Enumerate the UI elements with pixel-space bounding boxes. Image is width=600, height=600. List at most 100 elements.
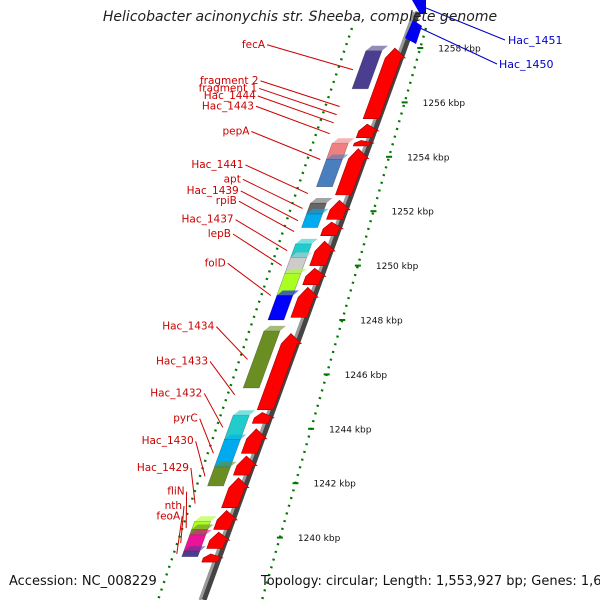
overflow-gene-label-2[interactable]: Hac_1450 bbox=[499, 58, 554, 71]
axis-tick-label: 1258 kbp bbox=[438, 45, 481, 55]
reverse-gene-block-top bbox=[191, 524, 214, 530]
feature-label[interactable]: Hac_1429 bbox=[137, 462, 189, 474]
label-leader-line bbox=[259, 87, 337, 116]
reverse-gene-block-top bbox=[284, 268, 307, 274]
feature-label[interactable]: fragment 1 bbox=[199, 82, 258, 94]
label-leader-line bbox=[251, 131, 321, 160]
forward-gene-arrow[interactable] bbox=[309, 240, 336, 266]
feature-label[interactable]: rpiB bbox=[216, 195, 237, 207]
forward-gene-arrow[interactable] bbox=[213, 509, 238, 530]
feature-label[interactable]: Hac_1433 bbox=[156, 355, 208, 367]
reverse-gene-block-top bbox=[214, 461, 237, 467]
feature-label[interactable]: pepA bbox=[222, 126, 250, 138]
label-leader-line bbox=[266, 44, 354, 71]
label-leader-line bbox=[232, 233, 282, 267]
outer-tick-track bbox=[156, 27, 354, 600]
forward-gene-arrow[interactable] bbox=[302, 267, 327, 285]
overflow-gene-arrow bbox=[412, 0, 426, 14]
forward-gene-arrow[interactable] bbox=[335, 148, 370, 196]
label-leader-line bbox=[227, 262, 272, 296]
forward-gene-arrow[interactable] bbox=[221, 477, 250, 508]
label-leader-line bbox=[199, 418, 214, 454]
feature-label[interactable]: fliN bbox=[167, 486, 184, 498]
axis-tick-label: 1256 kbp bbox=[423, 99, 466, 109]
inner-tick-track bbox=[260, 27, 428, 600]
feature-label[interactable]: Hac_1432 bbox=[150, 387, 202, 399]
reverse-gene-block-top bbox=[332, 138, 355, 144]
label-leader-line bbox=[245, 164, 309, 194]
forward-gene-arrow[interactable] bbox=[206, 531, 231, 549]
overflow-gene-label-1[interactable]: Hac_1451 bbox=[508, 34, 563, 47]
reverse-gene-block-top bbox=[290, 252, 313, 258]
label-leader-line bbox=[240, 190, 299, 222]
forward-gene-arrow[interactable] bbox=[251, 412, 275, 424]
label-leader-line bbox=[242, 178, 303, 209]
label-leader-line bbox=[195, 441, 206, 477]
axis-tick-label: 1242 kbp bbox=[313, 480, 356, 490]
axis-tick-label: 1240 kbp bbox=[298, 534, 341, 544]
forward-gene-arrow[interactable] bbox=[326, 199, 351, 220]
map-title: Helicobacter acinonychis str. Sheeba, co… bbox=[102, 9, 498, 25]
forward-gene-arrow[interactable] bbox=[240, 428, 268, 454]
reverse-gene-block-top bbox=[233, 410, 256, 416]
reverse-gene-block-top bbox=[276, 290, 299, 296]
feature-label[interactable]: apt bbox=[224, 173, 241, 185]
overflow-leader-2 bbox=[419, 27, 498, 65]
topology-text: Topology: circular; Length: 1,553,927 bp… bbox=[261, 574, 600, 589]
forward-gene-arrow[interactable] bbox=[352, 140, 375, 147]
forward-gene-arrow[interactable] bbox=[355, 123, 380, 139]
feature-label[interactable]: Hac_1443 bbox=[202, 100, 254, 112]
forward-gene-arrow[interactable] bbox=[320, 221, 345, 236]
feature-label[interactable]: Hac_1437 bbox=[181, 214, 233, 226]
reverse-gene-block[interactable] bbox=[301, 213, 323, 228]
axis-tick-label: 1244 kbp bbox=[329, 425, 372, 435]
label-leader-line bbox=[190, 467, 196, 504]
reverse-gene-block-top bbox=[263, 325, 286, 331]
axis-tick-label: 1248 kbp bbox=[360, 317, 403, 327]
forward-gene-arrow[interactable] bbox=[201, 553, 224, 563]
label-leader-line bbox=[238, 200, 295, 233]
feature-label[interactable]: nth bbox=[165, 500, 182, 512]
forward-gene-arrow[interactable] bbox=[256, 333, 303, 411]
forward-gene-arrow[interactable] bbox=[233, 455, 258, 476]
axis-tick-label: 1246 kbp bbox=[345, 371, 388, 381]
reverse-gene-block[interactable] bbox=[315, 159, 343, 188]
label-leader-line bbox=[203, 393, 224, 428]
label-leader-line bbox=[209, 361, 236, 396]
reverse-gene-block-top bbox=[306, 208, 329, 214]
label-leader-line bbox=[255, 105, 330, 135]
feature-label[interactable]: folD bbox=[205, 257, 226, 269]
reverse-strand-genes bbox=[181, 45, 388, 557]
label-leader-line bbox=[215, 326, 248, 360]
label-leader-line bbox=[235, 219, 288, 252]
forward-strand-genes bbox=[201, 47, 407, 563]
feature-label[interactable]: lepB bbox=[208, 228, 231, 240]
reverse-gene-block[interactable] bbox=[207, 466, 231, 487]
feature-label[interactable]: pyrC bbox=[173, 413, 198, 425]
label-leader-line bbox=[176, 516, 183, 554]
axis-tick-label: 1250 kbp bbox=[376, 262, 419, 272]
feature-label[interactable]: fragment 2 bbox=[200, 75, 259, 87]
reverse-gene-block-top bbox=[326, 154, 349, 160]
overflow-gene-arrow-2 bbox=[405, 20, 422, 44]
feature-label[interactable]: Hac_1441 bbox=[191, 159, 243, 171]
reverse-gene-block-top bbox=[295, 238, 318, 244]
reverse-gene-block[interactable] bbox=[267, 295, 294, 321]
axis-tick-label: 1254 kbp bbox=[407, 153, 450, 163]
reverse-gene-block-top bbox=[365, 45, 388, 51]
overflow-leader-1 bbox=[425, 7, 506, 41]
forward-gene-arrow[interactable] bbox=[290, 286, 319, 318]
reverse-gene-block-top bbox=[189, 529, 212, 535]
reverse-gene-block-top bbox=[194, 516, 217, 522]
feature-label[interactable]: Hac_1434 bbox=[162, 321, 214, 333]
feature-label[interactable]: Hac_1430 bbox=[142, 435, 194, 447]
feature-label[interactable]: Hac_1439 bbox=[187, 185, 239, 197]
reverse-gene-block[interactable] bbox=[181, 550, 201, 557]
forward-gene-arrow[interactable] bbox=[362, 47, 407, 120]
feature-label[interactable]: feoA bbox=[156, 510, 181, 522]
label-leader-line bbox=[180, 505, 185, 544]
feature-label[interactable]: fecA bbox=[242, 39, 266, 51]
feature-label[interactable]: Hac_1444 bbox=[204, 90, 256, 102]
reverse-gene-block-top bbox=[224, 434, 247, 440]
